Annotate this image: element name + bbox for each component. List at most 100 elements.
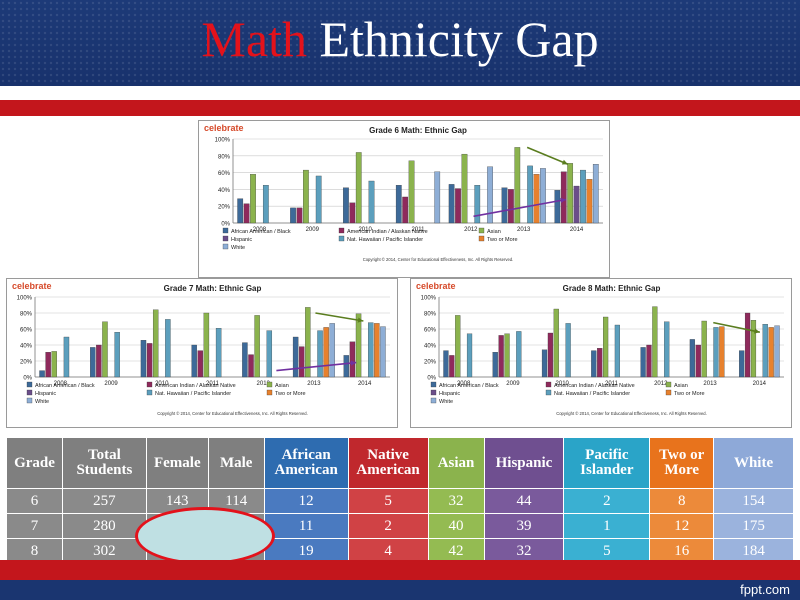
legend-label: American Indian / Alaskan Native: [554, 383, 635, 389]
legend-swatch: [222, 243, 229, 250]
bar: [455, 315, 461, 378]
table-cell: 32: [483, 538, 565, 564]
bar: [573, 185, 580, 224]
x-tick-label: 2008: [457, 381, 471, 387]
bar: [90, 347, 96, 378]
bar: [355, 313, 362, 378]
bar: [191, 344, 197, 378]
bar: [580, 169, 586, 224]
bar: [461, 153, 468, 224]
x-tick-label: 2011: [206, 381, 220, 387]
table-cell: 39: [483, 513, 565, 539]
bar: [508, 189, 514, 224]
legend-swatch: [26, 397, 33, 404]
bar: [296, 207, 303, 224]
bar: [292, 336, 299, 378]
bar: [527, 165, 533, 224]
bar: [51, 351, 57, 378]
slide-title: Math Ethnicity Gap: [0, 10, 800, 68]
table-cell: 32: [427, 488, 485, 514]
grade-7-chart-panel: celebrate Grade 7 Math: Ethnic Gap 0% 20% 40…: [6, 278, 398, 428]
bar: [266, 330, 273, 378]
bar: [448, 184, 455, 224]
table-cell: 5: [347, 488, 429, 514]
bar: [408, 160, 415, 224]
chart-copyright: Copyright © 2014, Center for Educational…: [363, 257, 514, 262]
trend-arrow: [713, 321, 761, 333]
bar: [146, 343, 153, 378]
bar: [380, 326, 386, 378]
x-tick-label: 2012: [464, 227, 478, 233]
legend-swatch: [665, 389, 672, 396]
bar: [689, 339, 695, 378]
bar: [750, 320, 757, 378]
y-tick-label: 100%: [215, 138, 231, 144]
bar: [449, 355, 455, 378]
legend-label: Two or More: [487, 237, 518, 243]
bar: [492, 352, 498, 378]
x-tick-label: 2010: [155, 381, 169, 387]
y-tick-label: 0%: [221, 222, 230, 228]
chart-copyright: Copyright © 2014, Center for Educational…: [556, 411, 707, 416]
x-tick-label: 2013: [307, 381, 321, 387]
table-cell: 154: [713, 488, 794, 514]
bar: [554, 190, 561, 224]
bar: [374, 323, 380, 378]
bar: [349, 202, 356, 224]
bar: [303, 169, 309, 224]
bar: [349, 341, 356, 378]
legend-label: Hispanic: [231, 237, 252, 243]
bar: [102, 321, 108, 378]
table-cell: 12: [263, 488, 349, 514]
legend-label: Nat. Hawaiian / Pacific Islander: [155, 391, 231, 397]
trend-arrow: [473, 198, 567, 218]
bar: [443, 350, 449, 378]
table-cell: 4: [347, 538, 429, 564]
x-tick-label: 2009: [306, 227, 320, 233]
legend-swatch: [545, 381, 552, 388]
header-hispanic: Hispanic: [483, 437, 565, 489]
bar: [591, 350, 597, 378]
legend-swatch: [222, 227, 229, 234]
y-tick-label: 20%: [424, 360, 437, 366]
grade-8-chart: celebrate Grade 8 Math: Ethnic Gap 0% 20% 40…: [416, 281, 784, 416]
header-asian: Asian: [427, 437, 485, 489]
bar: [498, 335, 504, 378]
header-grade: Grade: [6, 437, 63, 489]
y-tick-label: 60%: [424, 328, 437, 334]
bar: [242, 342, 248, 378]
grade-6-chart: celebrate Grade 6 Math: Ethnic Gap 0% 20% 40…: [204, 123, 603, 262]
y-tick-label: 100%: [17, 296, 33, 302]
table-cell: 257: [61, 488, 147, 514]
x-tick-label: 2014: [753, 381, 767, 387]
x-tick-label: 2012: [654, 381, 668, 387]
bar: [152, 309, 159, 378]
y-tick-label: 80%: [218, 154, 231, 160]
table-cell: 1: [563, 513, 651, 539]
bar: [560, 171, 567, 224]
bar: [701, 320, 707, 378]
grade-8-chart-panel: celebrate Grade 8 Math: Ethnic Gap 0% 20% 40…: [410, 278, 792, 428]
bar: [739, 350, 745, 378]
bar: [237, 198, 244, 224]
table-cell: 16: [649, 538, 715, 564]
bar: [254, 315, 260, 378]
legend-label: White: [231, 245, 245, 251]
bar: [533, 174, 540, 224]
footer-credit: fppt.com: [740, 582, 790, 597]
bar: [603, 316, 609, 378]
table-cell: 12: [649, 513, 715, 539]
legend-label: Asian: [275, 383, 289, 389]
legend-label: African American / Black: [35, 383, 95, 389]
legend-swatch: [478, 235, 485, 242]
bar: [516, 331, 522, 378]
legend-label: African American / Black: [439, 383, 499, 389]
y-tick-label: 60%: [20, 328, 33, 334]
legend-label: American Indian / Alaskan Native: [155, 383, 236, 389]
y-tick-label: 40%: [424, 344, 437, 350]
header-red-bar: [0, 100, 800, 116]
table-cell: 302: [61, 538, 147, 564]
bar: [203, 312, 210, 378]
bar: [315, 175, 322, 224]
x-tick-label: 2011: [605, 381, 619, 387]
